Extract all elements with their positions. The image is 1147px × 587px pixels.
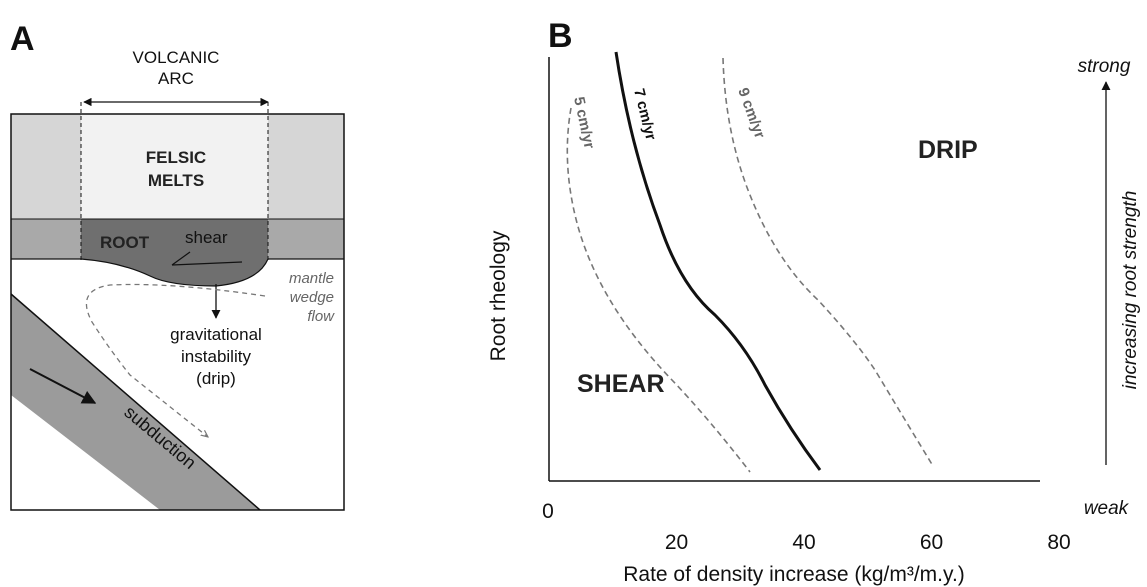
panel-a: A VOLCANIC ARC FELSIC MELTS ROOT shear g…	[10, 20, 345, 511]
curve-5-cm-yr	[566, 107, 751, 473]
region-shear-label: SHEAR	[577, 370, 665, 398]
drip-label: (drip)	[196, 369, 236, 388]
curve-7-label: 7 cm/yr	[630, 87, 659, 142]
root-label: ROOT	[100, 233, 150, 252]
y-axis-label: Root rheology	[487, 230, 510, 361]
region-drip-label: DRIP	[918, 136, 978, 164]
mantle-wedge-flow-path	[85, 283, 266, 437]
shear-label: shear	[185, 228, 228, 247]
gravitational-label: gravitational	[170, 325, 262, 344]
panel-a-label: A	[10, 20, 35, 58]
arc-root	[81, 219, 268, 286]
felsic-melts-label-line1: FELSIC	[146, 148, 206, 167]
strong-label: strong	[1078, 56, 1131, 77]
upper-crust-right	[268, 114, 344, 219]
x-tick-label: 40	[792, 531, 815, 554]
panel-b-label: B	[548, 17, 573, 55]
x-tick-label: 80	[1047, 531, 1070, 554]
shear-zone-line	[171, 261, 243, 266]
x-tick-labels: 20 40 60 80	[665, 531, 1071, 554]
x-tick-label: 20	[665, 531, 688, 554]
flow-label: flow	[307, 308, 335, 325]
instability-label: instability	[181, 347, 251, 366]
felsic-melts-label-line2: MELTS	[148, 171, 204, 190]
wedge-label: wedge	[290, 289, 334, 306]
curve-5-label: 5 cm/yr	[570, 95, 598, 150]
strength-label: increasing root strength	[1120, 191, 1141, 390]
x-origin-label: 0	[542, 500, 554, 523]
panel-a-frame	[10, 113, 345, 511]
moho-boundary	[11, 258, 344, 287]
curve-7-cm-yr	[614, 51, 822, 471]
weak-label: weak	[1084, 498, 1130, 519]
volcanic-arc-label-line2: ARC	[158, 69, 194, 88]
curve-9-label: 9 cm/yr	[734, 86, 768, 141]
panel-b: B Root rheology 0 20 40 60 80 Rate of densi…	[487, 17, 1141, 586]
shear-tick	[171, 251, 191, 266]
x-tick-label: 60	[920, 531, 943, 554]
x-axis-label: Rate of density increase (kg/m³/m.y.)	[623, 563, 965, 586]
arc-felsic-crust	[81, 114, 268, 219]
subduction-arrow	[29, 368, 97, 404]
curve-9-cm-yr	[722, 57, 934, 467]
slab-top-boundary	[10, 293, 261, 511]
upper-crust-left	[11, 114, 81, 219]
volcanic-arc-label-line1: VOLCANIC	[133, 48, 220, 67]
mantle-label: mantle	[289, 270, 334, 287]
